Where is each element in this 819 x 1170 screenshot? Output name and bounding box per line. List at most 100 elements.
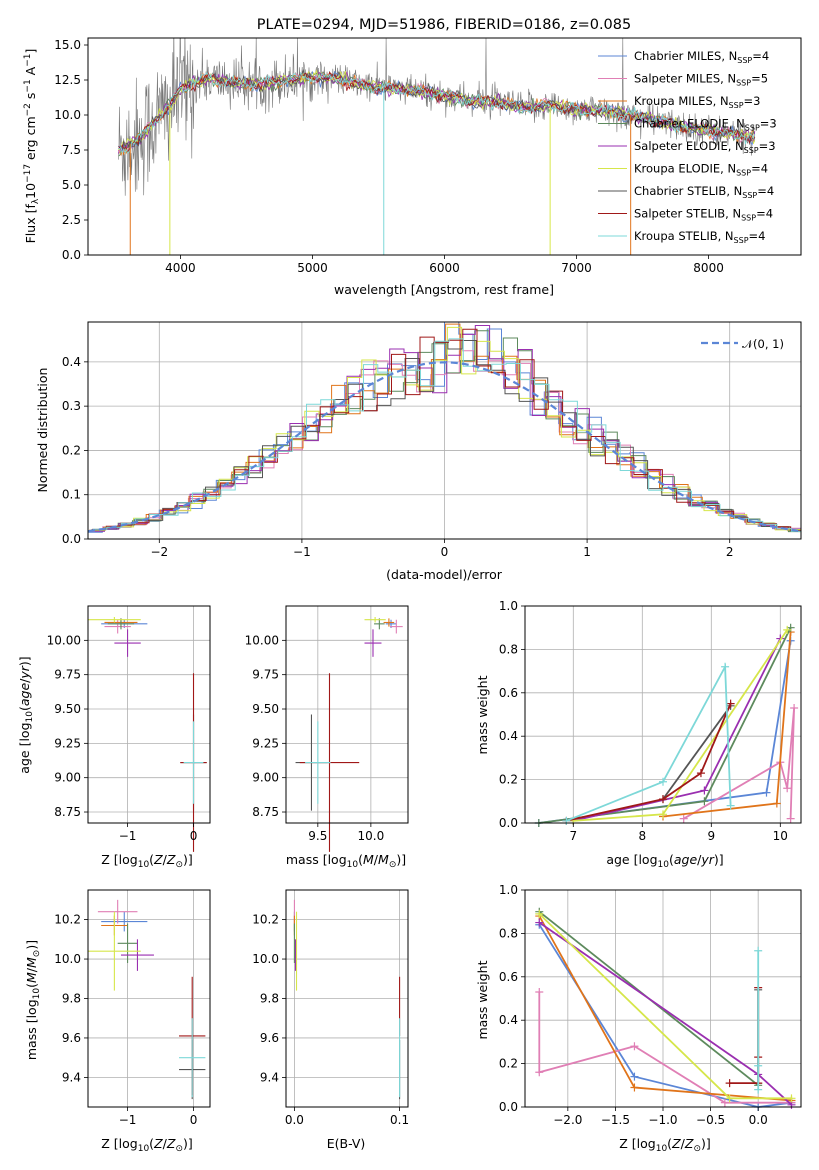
y-tick-label: 5.0 <box>62 178 81 192</box>
y-tick-label: 0.4 <box>499 729 518 743</box>
age-vs-mass-panel: 9.5 10.0 8.75 9.00 9.25 9.50 9.75 10.00 <box>245 605 409 852</box>
age-vs-Z-xlabel: Z [log10(Z/Z⊙)] <box>101 852 193 870</box>
y-tick-label: 0.4 <box>62 355 81 369</box>
errorbar-point-kroupa-elodie <box>88 616 141 623</box>
series-marker <box>535 918 544 927</box>
residuals-panel: −2 −1 0 1 2 0.0 0.1 0.2 0.3 0.4 (data-model)/erro… <box>35 321 802 582</box>
legend-nssp: =4 <box>757 184 774 198</box>
y-tick-label: 10.0 <box>252 952 279 966</box>
y-tick-label: 10.0 <box>54 952 81 966</box>
y-tick-label: 0.3 <box>62 399 81 413</box>
spectrum-axes: 4000 5000 6000 7000 8000 0.0 2.5 5.0 7.5 10.0 12.5… <box>54 38 724 275</box>
legend-subscript: SSP <box>745 124 760 133</box>
x-tick-label: 0.0 <box>749 1113 768 1127</box>
mass-vs-Z-xlabel: Z [log10(Z/Z⊙)] <box>101 1136 193 1154</box>
errorbar-point-chabrier-elodie <box>117 923 138 963</box>
x-tick-label: 8 <box>638 829 646 843</box>
y-tick-label: 0.8 <box>499 642 518 656</box>
weight-vs-Z-ylabel: mass weight <box>475 960 490 1039</box>
x-tick-label: 0.1 <box>390 1113 409 1127</box>
errorbar-point-kroupa-stelib <box>179 1018 206 1098</box>
mass-vs-Z-axes: −1 0 9.4 9.6 9.8 10.0 10.2 <box>54 913 197 1127</box>
x-tick-label: 0 <box>190 1113 198 1127</box>
legend-label: Salpeter MILES, NSSP=5 <box>634 72 768 88</box>
x-tick-label: −1 <box>119 1113 137 1127</box>
y-tick-label: 9.75 <box>54 668 81 682</box>
errorbar-point-kroupa-stelib <box>305 721 331 804</box>
y-tick-label: 10.0 <box>54 108 81 122</box>
mass-vs-ebv-marks <box>293 899 401 1100</box>
x-tick-label: 1 <box>583 545 591 559</box>
errorbar-point-salpeter-elodie <box>364 629 382 657</box>
y-tick-label: 0.2 <box>62 443 81 457</box>
legend-nssp: =5 <box>751 72 768 86</box>
normal-curve <box>88 361 799 533</box>
legend-model-name: Chabrier STELIB, N <box>634 184 742 198</box>
x-tick-label: 7 <box>569 829 577 843</box>
age-vs-Z-axes: −1 0 8.75 9.00 9.25 9.50 9.75 10.00 <box>47 633 198 843</box>
legend-label: Kroupa MILES, NSSP=3 <box>634 94 760 110</box>
x-tick-label: −1 <box>293 545 311 559</box>
age-vs-Z-marks <box>88 616 207 852</box>
legend-label: Kroupa ELODIE, NSSP=4 <box>634 162 768 178</box>
y-tick-label: 0.8 <box>499 926 518 940</box>
series-marker <box>787 1094 796 1103</box>
x-tick-label: 10.0 <box>358 829 385 843</box>
y-tick-label: 7.5 <box>62 143 81 157</box>
legend-nssp: =4 <box>749 229 766 243</box>
x-tick-label: −2 <box>150 545 168 559</box>
weight-vs-Z-panel: −2.0 −1.5 −1.0 −0.5 0.0 0.0 0.2 0.4 0.6 0.8 1.0 <box>499 883 802 1127</box>
x-tick-label: 10 <box>773 829 788 843</box>
weight-vs-age-axes: 7 8 9 10 0.0 0.2 0.4 0.6 0.8 1.0 <box>499 599 788 843</box>
series-marker <box>630 1083 639 1092</box>
y-tick-label: 9.6 <box>260 1031 279 1045</box>
spectrum-panel: PLATE=0294, MJD=51986, FIBERID=0186, z=0… <box>23 17 802 297</box>
legend-model-name: Salpeter ELODIE, N <box>634 139 744 153</box>
histogram-salpeter-stelib <box>92 328 801 531</box>
x-tick-label: 9.5 <box>308 829 327 843</box>
mass-vs-Z-marks <box>88 899 206 1100</box>
histogram-steps <box>88 322 801 533</box>
legend-model-name: Chabrier MILES, N <box>634 49 737 63</box>
x-tick-label: −1 <box>119 829 137 843</box>
weight-vs-Z-marks <box>535 907 796 1111</box>
legend-nssp: =3 <box>759 139 776 153</box>
y-tick-label: 9.6 <box>62 1031 81 1045</box>
residuals-plot-area <box>88 322 801 533</box>
age-vs-mass-frame <box>285 605 409 824</box>
residuals-legend: 𝒩(0, 1) <box>701 337 784 351</box>
y-tick-label: 10.00 <box>47 633 81 647</box>
weight-vs-age-xlabel: age [log10(age/yr)] <box>606 852 723 870</box>
age-vs-Z-frame <box>87 605 211 824</box>
legend-label: Chabrier MILES, NSSP=4 <box>634 49 769 65</box>
series-line-salpeter-stelib <box>729 987 760 1084</box>
series-marker <box>562 816 571 825</box>
x-tick-label: −2.0 <box>553 1113 582 1127</box>
series-marker <box>659 777 667 786</box>
histogram-kroupa-stelib <box>92 338 801 532</box>
y-tick-label: 0.6 <box>499 970 518 984</box>
y-tick-label: 0.2 <box>499 773 518 787</box>
errorbar-point-salpeter-elodie <box>120 939 154 971</box>
spectrum-xlabel: wavelength [Angstrom, rest frame] <box>334 282 554 297</box>
y-tick-label: 10.00 <box>245 633 279 647</box>
y-tick-label: 0.0 <box>62 532 81 546</box>
legend-label: Kroupa STELIB, NSSP=4 <box>634 229 765 245</box>
y-tick-label: 0.2 <box>499 1057 518 1071</box>
series-line-salpeter-miles <box>538 992 792 1104</box>
legend-subscript: SSP <box>736 79 751 88</box>
residuals-xlabel: (data-model)/error <box>386 567 503 582</box>
series-marker <box>790 703 799 712</box>
legend-subscript: SSP <box>742 191 757 200</box>
x-tick-label: −0.5 <box>696 1113 725 1127</box>
series-marker <box>726 699 735 708</box>
weight-vs-Z-axes: −2.0 −1.5 −1.0 −0.5 0.0 0.0 0.2 0.4 0.6 0.8 1.0 <box>499 883 768 1127</box>
series-marker <box>659 795 667 804</box>
y-tick-label: 9.75 <box>252 668 279 682</box>
mass-vs-ebv-grid <box>286 890 408 1107</box>
age-vs-Z-panel: −1 0 8.75 9.00 9.25 9.50 9.75 10.00 <box>47 605 211 852</box>
series-marker <box>535 1068 544 1077</box>
errorbar-point-kroupa-elodie <box>364 616 386 623</box>
